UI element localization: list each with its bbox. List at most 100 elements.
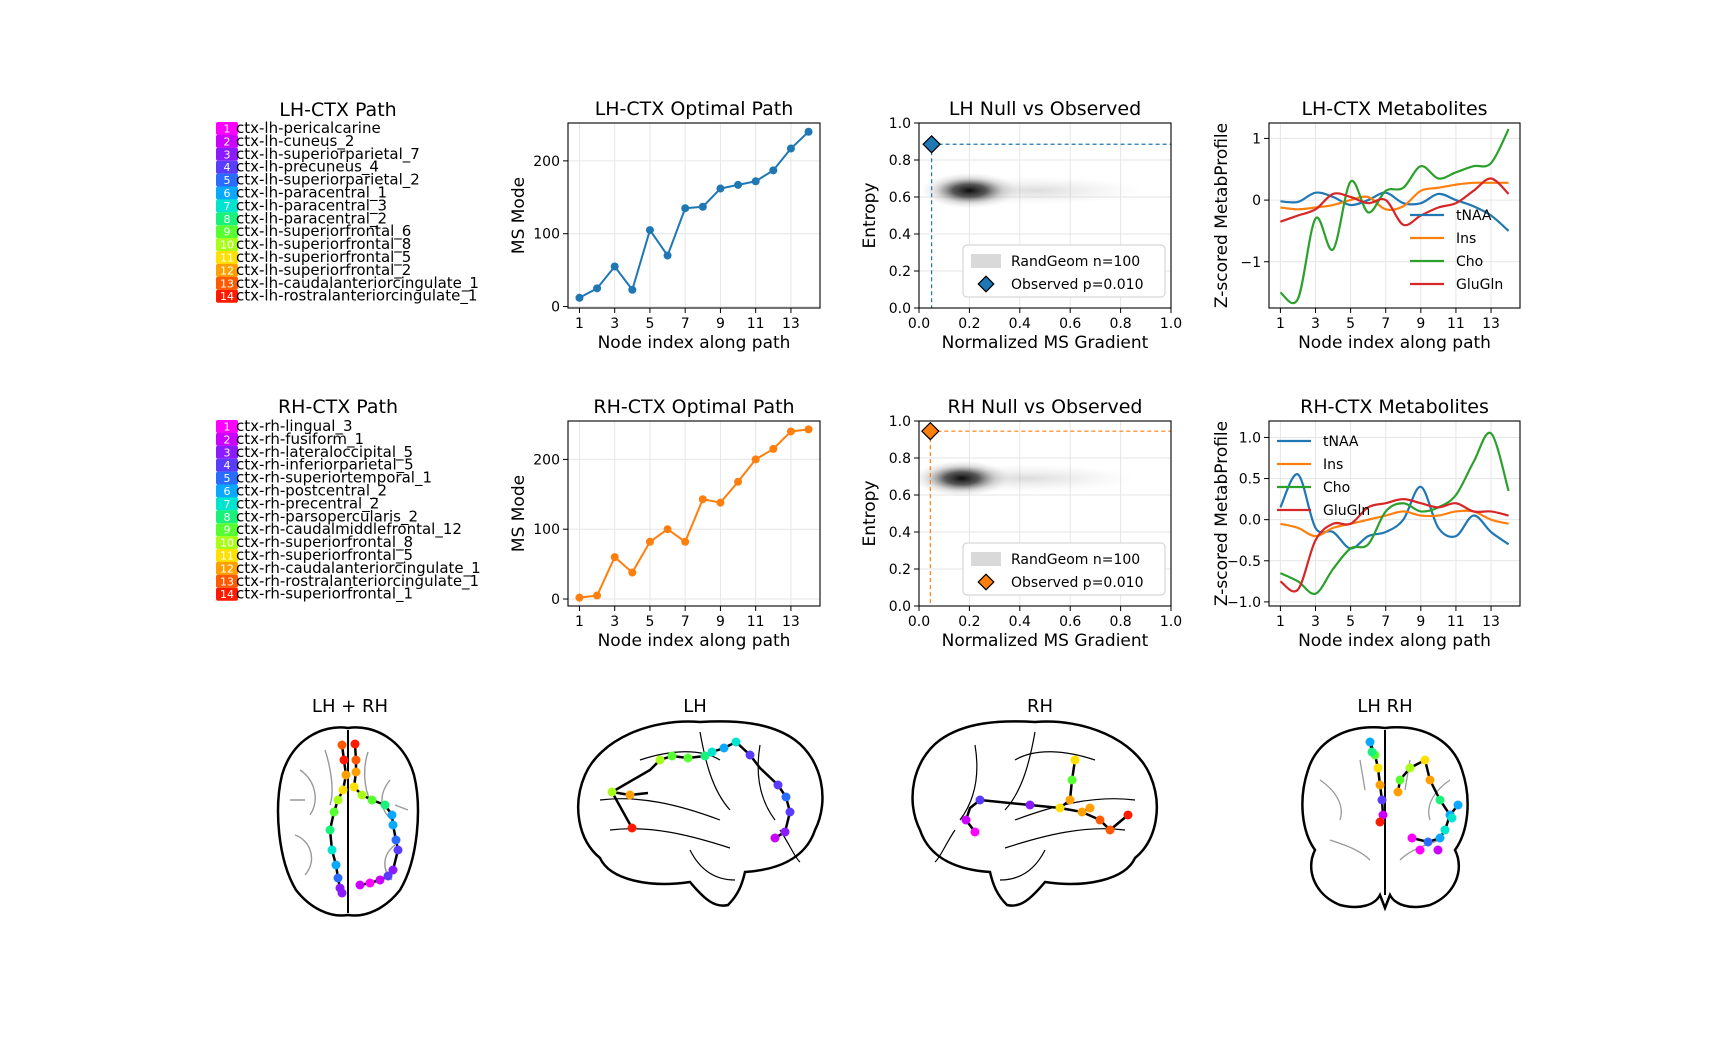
y-tick-label: −1 [1240,255,1261,271]
x-tick-label: 13 [782,316,800,332]
brain-node [746,751,755,760]
x-tick-label: 3 [610,316,619,332]
x-tick-label: 5 [1346,316,1355,332]
lh-path-node-index: 5 [224,174,231,187]
lh-path-node-index: 3 [224,148,231,161]
x-axis-label: Normalized MS Gradient [942,333,1149,353]
brain-node [328,846,337,855]
x-tick-label: 9 [716,614,725,630]
lh-path-node-index: 7 [224,200,231,213]
lh-path-node-index: 9 [224,226,231,239]
rh-path-node-index: 9 [224,524,231,537]
data-point [699,203,707,211]
brain-node [1086,804,1095,813]
x-tick-label: 1 [1276,614,1285,630]
brain-node [338,889,347,898]
brain-node [338,741,347,750]
y-tick-label: 1 [1252,131,1261,147]
data-point [611,553,619,561]
legend-swatch-null [971,254,1001,268]
brain-node [342,771,351,780]
y-tick-label: 0 [1252,193,1261,209]
legend-label: Cho [1456,254,1483,270]
brain-nodes-axial [326,740,403,898]
rh-path-title: RH-CTX Path [278,396,398,418]
y-tick-label: 200 [533,154,560,170]
chart-2: 0.0 0.2 0.4 0.6 0.8 1.00.00.20.40.60.81.0LH N… [860,98,1182,353]
brain-node [340,756,349,765]
brain-node [394,846,403,855]
rh-path-list: RH-CTX Path 1 ctx-rh-lingual_32 ctx-rh-fus… [216,396,481,604]
x-tick-label: 5 [645,614,654,630]
x-tick-label: 0.4 [1009,614,1031,630]
y-tick-label: 0.0 [889,599,911,615]
y-axis-label: MS Mode [509,475,529,552]
x-axis-label: Node index along path [1298,631,1491,651]
brain-node [732,738,741,747]
y-axis-label: MS Mode [509,177,529,254]
brain-node [1426,776,1435,785]
y-axis-label: Z-scored MetabProfile [1212,421,1232,606]
legend-label: Observed p=0.010 [1011,277,1144,293]
data-point [593,592,601,600]
brain-node [334,796,343,805]
y-tick-label: 0.2 [889,562,911,578]
data-point [664,525,672,533]
legend-label: Observed p=0.010 [1011,575,1144,591]
x-tick-label: 7 [1381,316,1390,332]
brain-node [628,824,637,833]
chart-title: LH-CTX Optimal Path [595,98,794,120]
brain-node [366,879,375,888]
legend-label: RandGeom n=100 [1011,254,1140,270]
data-point [681,538,689,546]
x-tick-label: 9 [716,316,725,332]
brain-node [350,783,359,792]
x-tick-label: 11 [747,614,765,630]
rh-path-node-index: 10 [220,537,234,550]
lh-path-node-index: 10 [220,239,234,252]
data-point [575,294,583,302]
y-tick-label: 0.0 [889,301,911,317]
chart-5: 0.0 0.2 0.4 0.6 0.8 1.00.00.20.40.60.81.0RH N… [860,396,1182,651]
lh-path-node-index: 12 [220,264,234,277]
x-tick-label: 5 [1346,614,1355,630]
brain-node [368,796,377,805]
lh-path-node-index: 11 [220,252,234,265]
brain-node [1441,826,1450,835]
rh-path-node-index: 12 [220,562,234,575]
chart-title: RH-CTX Metabolites [1300,396,1489,418]
brain-node [782,793,791,802]
lh-path-node-index: 13 [220,277,234,290]
x-tick-label: 13 [1482,316,1500,332]
chart-3: 1 3 5 7 9 11 13−101LH-CTX MetabolitesNode inde… [1212,98,1520,353]
data-point [752,455,760,463]
x-axis-label: Node index along path [598,631,791,651]
brain-node [684,754,693,763]
y-tick-label: 100 [533,522,560,538]
data-point [575,594,583,602]
observed-marker [923,136,940,153]
brain-node [1071,756,1080,765]
data-point [664,252,672,260]
x-tick-label: 3 [610,614,619,630]
brain-node [1454,801,1463,810]
lh-path-list: LH-CTX Path 1 ctx-lh-pericalcarine2 ctx-lh… [216,99,479,306]
x-tick-label: 0.6 [1059,614,1081,630]
observed-marker [922,423,939,440]
x-tick-label: 1 [575,614,584,630]
data-point [646,226,654,234]
brain-axial-view [278,727,418,915]
x-tick-label: 0.0 [908,614,930,630]
x-tick-label: 3 [1311,614,1320,630]
plot-area [575,128,812,302]
data-point [787,144,795,152]
rh-path-node-index: 11 [220,550,234,563]
brain-nodes-back [1366,738,1463,855]
chart-title: RH-CTX Optimal Path [593,396,794,418]
x-tick-label: 5 [645,316,654,332]
brain-node [1376,818,1385,827]
chart-title: LH-CTX Metabolites [1301,98,1487,120]
data-point [716,499,724,507]
x-axis-label: Normalized MS Gradient [942,631,1149,651]
